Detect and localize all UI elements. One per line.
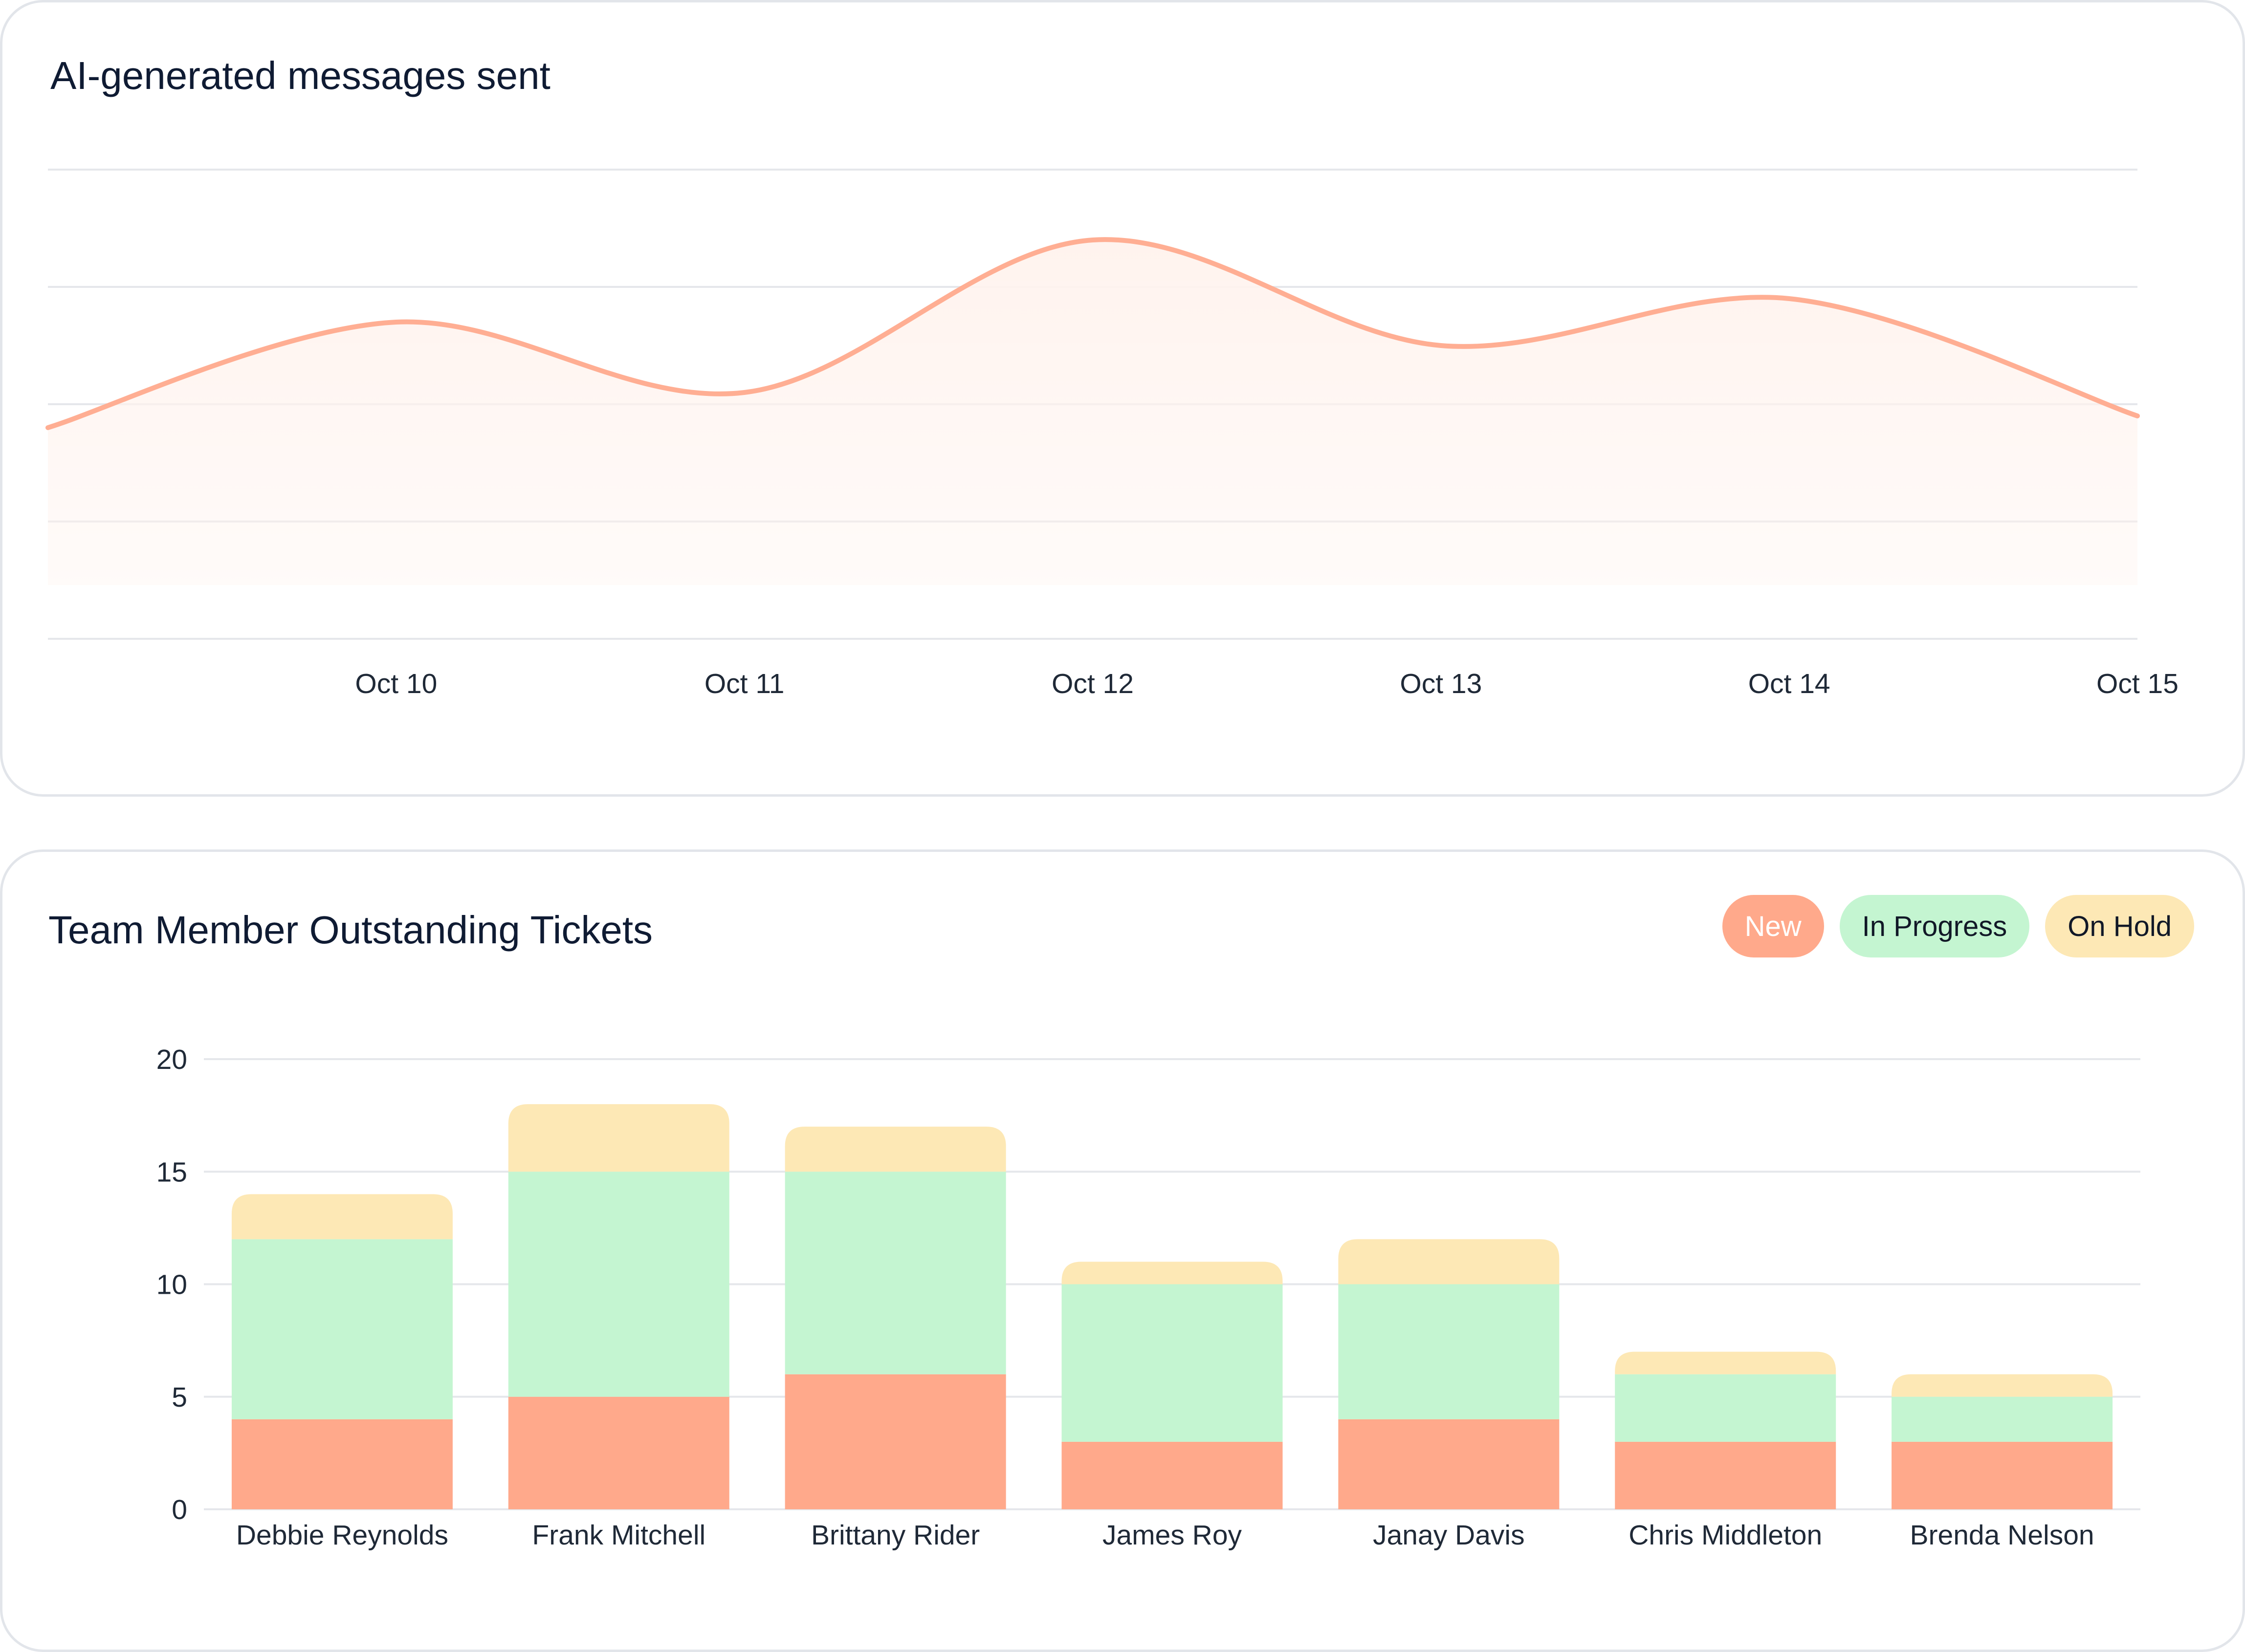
tickets-legend: New In Progress On Hold: [1722, 895, 2194, 957]
line-chart-title: AI-generated messages sent: [50, 54, 550, 97]
legend-in-progress[interactable]: In Progress: [1839, 895, 2030, 957]
x-tick-label: Oct 12: [1052, 668, 1134, 699]
bar-segment-new[interactable]: [1892, 1441, 2113, 1509]
bar-segment-new[interactable]: [508, 1396, 729, 1509]
y-tick-label: 0: [172, 1494, 187, 1525]
x-category-label: Frank Mitchell: [532, 1520, 705, 1551]
tickets-bar-chart: 0 5 10 15 20 Debbie Reynolds Frank Mitchell Bri…: [156, 1044, 2140, 1551]
legend-on-hold[interactable]: On Hold: [2045, 895, 2194, 957]
x-tick-label: Oct 11: [704, 668, 785, 699]
bar-segment-in-progress[interactable]: [508, 1172, 729, 1397]
bar-segment-in-progress[interactable]: [231, 1239, 453, 1419]
messages-area-fill: [48, 239, 2137, 586]
messages-line-chart: Oct 10 Oct 11 Oct 12 Oct 13 Oct 14 Oct 15: [45, 169, 2179, 699]
bar-segment-on-hold[interactable]: [231, 1194, 453, 1239]
bar-segment-on-hold[interactable]: [1061, 1261, 1283, 1284]
y-tick-label: 20: [156, 1044, 187, 1075]
bar-segment-new[interactable]: [1615, 1441, 1836, 1509]
x-tick-label: Oct 10: [355, 668, 437, 699]
bar-segment-in-progress[interactable]: [1338, 1284, 1560, 1419]
bar-segment-new[interactable]: [1338, 1419, 1560, 1509]
bar-segment-on-hold[interactable]: [1892, 1374, 2113, 1397]
bar-segment-on-hold[interactable]: [1615, 1351, 1836, 1374]
bar-chart-title: Team Member Outstanding Tickets: [48, 908, 653, 952]
bar-segment-new[interactable]: [785, 1374, 1006, 1509]
x-category-label: Chris Middleton: [1629, 1520, 1822, 1551]
x-category-label: Janay Davis: [1373, 1520, 1524, 1551]
bar-segment-new[interactable]: [231, 1419, 453, 1509]
x-category-label: James Roy: [1102, 1520, 1242, 1551]
y-tick-label: 10: [156, 1269, 187, 1301]
x-category-label: Brenda Nelson: [1910, 1520, 2094, 1551]
x-tick-label: Oct 13: [1400, 668, 1482, 699]
bar-segment-in-progress[interactable]: [1615, 1374, 1836, 1442]
bar-segment-in-progress[interactable]: [785, 1172, 1006, 1374]
y-tick-label: 15: [156, 1156, 187, 1188]
bar-segment-in-progress[interactable]: [1892, 1396, 2113, 1442]
bar-segment-on-hold[interactable]: [508, 1104, 729, 1172]
x-tick-label: Oct 15: [2096, 668, 2179, 699]
x-category-label: Brittany Rider: [811, 1520, 980, 1551]
bar-segment-in-progress[interactable]: [1061, 1284, 1283, 1442]
x-category-label: Debbie Reynolds: [236, 1520, 448, 1551]
messages-series-line: [45, 237, 2140, 430]
bar-segment-on-hold[interactable]: [785, 1127, 1006, 1172]
y-tick-label: 5: [172, 1382, 187, 1413]
bar-segment-new[interactable]: [1061, 1441, 1283, 1509]
x-tick-label: Oct 14: [1748, 668, 1830, 699]
bar-segment-on-hold[interactable]: [1338, 1239, 1560, 1284]
legend-new[interactable]: New: [1722, 895, 1824, 957]
